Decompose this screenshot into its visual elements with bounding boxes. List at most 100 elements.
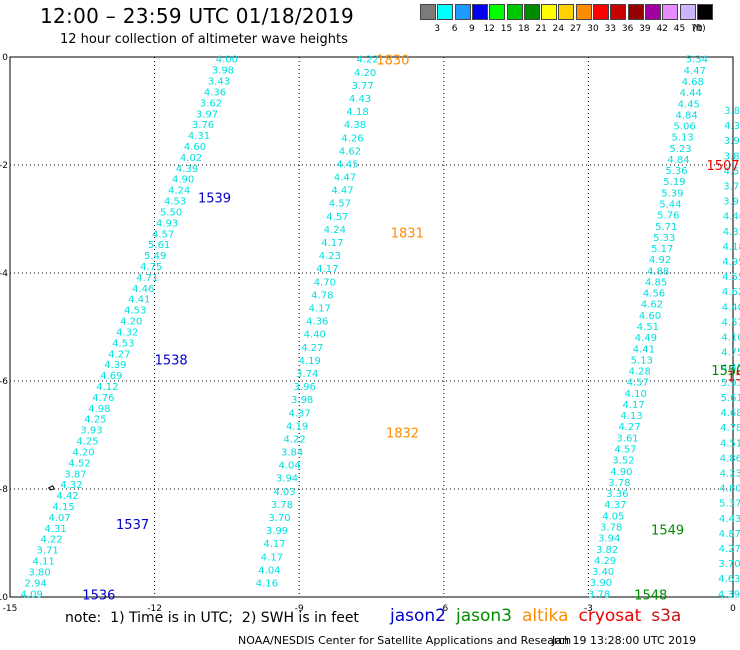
wave-height-value: 4.53 — [124, 306, 146, 317]
wave-height-value: 4.02 — [180, 153, 202, 164]
wave-height-value: 3.36 — [606, 489, 628, 500]
island-outline — [47, 485, 56, 491]
latitude-tick-label: -8 — [0, 485, 8, 495]
wave-height-value: 4.68 — [720, 408, 740, 419]
wave-height-value: 4.15 — [52, 502, 74, 513]
satellite-legend: jason2 jason3 altika cryosat s3a — [390, 606, 691, 626]
wave-height-value: 4.98 — [88, 404, 110, 415]
wave-height-value: 3.78 — [588, 589, 610, 600]
wave-height-value: 4.90 — [172, 175, 194, 186]
wave-height-value: 3.80 — [29, 567, 51, 578]
wave-height-value: 4.45 — [336, 159, 358, 170]
page-title: 12:00 – 23:59 UTC 01/18/2019 — [40, 4, 355, 28]
wave-height-value: 3.77 — [351, 81, 373, 92]
colorbar-swatch — [662, 4, 679, 20]
wave-height-value: 4.87 — [719, 529, 740, 540]
wave-height-value: 4.23 — [720, 468, 740, 479]
wave-height-value: 4.20 — [354, 68, 376, 79]
wave-height-value: 5.76 — [657, 211, 679, 222]
wave-height-value: 4.47 — [684, 66, 706, 77]
wave-height-value: 4.32 — [60, 480, 82, 491]
pass-label: 1538 — [155, 353, 188, 368]
pass-label: 1831 — [391, 227, 424, 242]
wave-height-value: 5.19 — [663, 177, 685, 188]
wave-height-value: 4.47 — [334, 173, 356, 184]
wave-height-value: 4.92 — [649, 255, 671, 266]
wave-height-value: 3.97 — [196, 109, 218, 120]
wave-height-value: 3.74 — [296, 369, 318, 380]
wave-height-value: 4.62 — [722, 287, 740, 298]
wave-height-value: 5.61 — [148, 240, 170, 251]
wave-height-value: 4.24 — [168, 186, 190, 197]
pass-label: 1550 — [711, 364, 740, 379]
longitude-tick-label: -12 — [147, 604, 162, 614]
pass-label: 1507 — [706, 159, 739, 174]
wave-height-value: 5.17 — [651, 244, 673, 255]
wave-height-value: 4.42 — [56, 491, 78, 502]
colorbar-label: 6 — [451, 24, 458, 34]
wave-height-value: 4.43 — [719, 514, 740, 525]
colorbar-swatch — [454, 4, 471, 20]
wave-height-value: 4.17 — [263, 539, 285, 550]
wave-height-value: 3.84 — [724, 106, 740, 117]
wave-height-value: 4.13 — [620, 411, 642, 422]
wave-height-value: 4.03 — [273, 487, 295, 498]
latitude-tick-label: 0 — [2, 53, 8, 63]
wave-height-value: 5.13 — [671, 133, 693, 144]
colorbar-swatch — [506, 4, 523, 20]
wave-height-value: 4.62 — [641, 300, 663, 311]
wave-height-value: 4.85 — [645, 277, 667, 288]
wave-height-value: 4.37 — [604, 500, 626, 511]
wave-height-value: 4.27 — [301, 343, 323, 354]
wave-height-value: 3.98 — [212, 66, 234, 77]
colorbar-label: 36 — [621, 24, 634, 34]
wave-height-value: 4.18 — [346, 107, 368, 118]
wave-height-value: 4.62 — [339, 146, 361, 157]
wave-height-value: 4.19 — [286, 421, 308, 432]
wave-height-value: 4.29 — [594, 556, 616, 567]
colorbar-label: 9 — [469, 24, 475, 34]
wave-height-value: 4.16 — [256, 579, 278, 590]
colorbar-label: 70 — [691, 24, 703, 34]
wave-height-value: 4.59 — [723, 166, 740, 177]
wave-height-value: 4.36 — [204, 87, 226, 98]
wave-height-value: 4.00 — [216, 55, 238, 66]
wave-height-value: 3.82 — [596, 545, 618, 556]
wave-height-value: 4.39 — [176, 164, 198, 175]
wave-height-value: 4.84 — [667, 155, 689, 166]
wave-height-value: 5.39 — [661, 188, 683, 199]
wave-height-value: 3.94 — [276, 474, 298, 485]
longitude-tick-label: -9 — [295, 604, 304, 614]
wave-height-value: 4.17 — [623, 400, 645, 411]
colorbar-label: 27 — [569, 24, 582, 34]
colorbar-swatch — [679, 4, 696, 20]
colorbar-swatch — [593, 4, 609, 20]
pass-label: 1537 — [116, 518, 149, 533]
wave-height-value: 4.47 — [331, 186, 353, 197]
wave-height-value: 4.60 — [639, 311, 661, 322]
wave-height-value: 4.93 — [156, 218, 178, 229]
wave-height-value: 4.22 — [40, 535, 62, 546]
wave-height-value: 4.51 — [720, 438, 740, 449]
wave-height-value: 4.18 — [723, 242, 740, 253]
wave-height-value: 2.94 — [25, 578, 47, 589]
colorbar-swatch — [627, 4, 644, 20]
wave-height-value: 3.99 — [266, 526, 288, 537]
wave-height-value: 3.84 — [281, 448, 303, 459]
colorbar-swatch — [558, 4, 575, 20]
wave-height-value: 4.95 — [722, 257, 740, 268]
wave-height-value: 4.84 — [676, 110, 698, 121]
wave-height-value: 4.27 — [719, 544, 740, 555]
wave-height-value: 4.36 — [306, 317, 328, 328]
wave-height-value: 4.10 — [625, 389, 647, 400]
wave-height-value: 3.94 — [598, 534, 620, 545]
wave-height-value: 4.23 — [319, 251, 341, 262]
wave-height-value: 5.33 — [653, 233, 675, 244]
satellite-jason2: jason2 — [390, 606, 446, 626]
wave-height-value: 4.38 — [344, 120, 366, 131]
pass-label: 1548 — [634, 588, 667, 603]
wave-height-value: 4.43 — [349, 94, 371, 105]
wave-height-value: 4.27 — [618, 422, 640, 433]
latitude-tick-label: -6 — [0, 377, 8, 387]
wave-height-value: 4.09 — [21, 589, 43, 600]
